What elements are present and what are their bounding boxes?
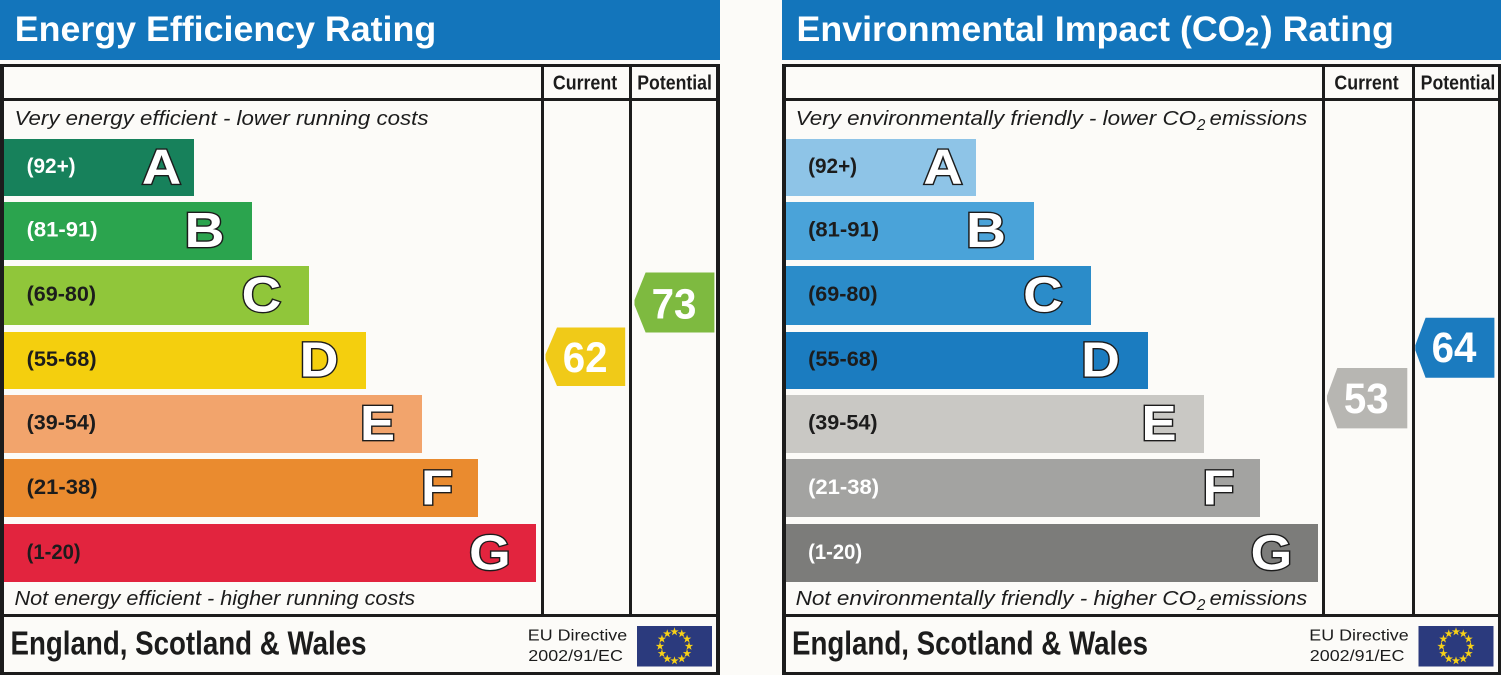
svg-text:(55-68): (55-68) (27, 347, 97, 371)
svg-text:(21-38): (21-38) (27, 475, 98, 499)
svg-text:(1-20): (1-20) (808, 540, 862, 564)
svg-text:62: 62 (563, 334, 608, 381)
svg-text:E: E (1142, 396, 1177, 451)
svg-text:B: B (966, 203, 1006, 258)
svg-text:2: 2 (1245, 21, 1259, 51)
svg-text:(81-91): (81-91) (27, 217, 98, 241)
svg-text:England, Scotland & Wales: England, Scotland & Wales (11, 624, 367, 661)
svg-text:(21-38): (21-38) (808, 475, 879, 499)
svg-text:emissions: emissions (1210, 587, 1308, 610)
svg-text:(55-68): (55-68) (808, 347, 878, 371)
svg-text:F: F (1203, 460, 1235, 515)
svg-text:(92+): (92+) (27, 154, 76, 178)
svg-text:(39-54): (39-54) (27, 411, 97, 435)
svg-text:Potential: Potential (637, 71, 712, 94)
svg-text:(1-20): (1-20) (27, 540, 81, 564)
svg-text:G: G (1251, 525, 1293, 580)
svg-text:64: 64 (1432, 324, 1477, 371)
svg-text:Energy Efficiency Rating: Energy Efficiency Rating (15, 10, 436, 49)
svg-text:2: 2 (1196, 597, 1206, 614)
svg-text:A: A (923, 139, 962, 194)
svg-text:F: F (421, 460, 453, 515)
svg-text:2002/91/EC: 2002/91/EC (528, 648, 623, 665)
svg-text:England, Scotland & Wales: England, Scotland & Wales (792, 624, 1148, 661)
svg-text:Current: Current (1334, 71, 1398, 94)
svg-text:Current: Current (553, 71, 617, 94)
svg-text:53: 53 (1344, 375, 1389, 422)
svg-text:Not environmentally friendly -: Not environmentally friendly - higher CO (796, 587, 1197, 610)
svg-text:) Rating: ) Rating (1261, 10, 1394, 49)
svg-text:EU Directive: EU Directive (528, 628, 627, 645)
svg-text:C: C (242, 267, 282, 322)
svg-text:(39-54): (39-54) (808, 411, 878, 435)
svg-text:Not energy efficient - higher: Not energy efficient - higher running co… (15, 587, 416, 610)
svg-text:2002/91/EC: 2002/91/EC (1310, 648, 1405, 665)
svg-text:Environmental Impact (CO: Environmental Impact (CO (797, 10, 1246, 49)
svg-text:(69-80): (69-80) (27, 282, 97, 306)
svg-text:Very energy efficient - lower: Very energy efficient - lower running co… (15, 107, 429, 130)
svg-text:A: A (142, 139, 181, 194)
svg-text:D: D (300, 332, 339, 387)
svg-text:2: 2 (1196, 117, 1206, 134)
svg-text:(81-91): (81-91) (808, 217, 879, 241)
svg-text:73: 73 (652, 280, 697, 327)
svg-text:E: E (360, 396, 395, 451)
svg-text:G: G (469, 525, 511, 580)
svg-text:EU Directive: EU Directive (1309, 628, 1408, 645)
svg-text:(69-80): (69-80) (808, 282, 878, 306)
svg-text:(92+): (92+) (808, 154, 857, 178)
svg-text:Very environmentally friendly: Very environmentally friendly - lower CO (796, 107, 1197, 130)
svg-text:B: B (185, 203, 225, 258)
svg-text:Potential: Potential (1421, 71, 1496, 94)
svg-text:D: D (1081, 332, 1120, 387)
svg-text:C: C (1023, 267, 1063, 322)
svg-text:emissions: emissions (1210, 107, 1308, 130)
